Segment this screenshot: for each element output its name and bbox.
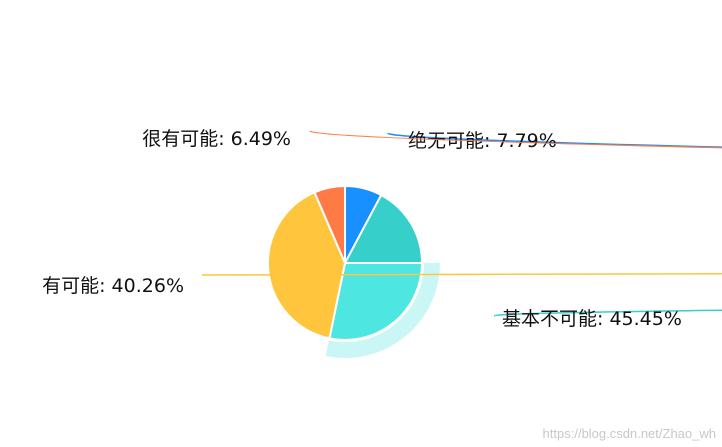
label-leader-line [387, 132, 722, 148]
slice-label: 基本不可能: 45.45% [502, 308, 682, 330]
slice-label: 很有可能: 6.49% [142, 128, 291, 150]
pie-slice [267, 190, 347, 340]
pie-slice-highlight [328, 262, 424, 341]
emphasis-halo [325, 263, 440, 359]
label-leader-line [201, 272, 722, 276]
pie-slice [313, 184, 346, 264]
watermark: https://blog.csdn.net/Zhao_wh [542, 426, 716, 441]
pie-slice [343, 193, 424, 264]
label-leader-line [309, 130, 722, 149]
slice-label: 有可能: 40.26% [42, 275, 184, 297]
label-leader-line [493, 309, 722, 317]
